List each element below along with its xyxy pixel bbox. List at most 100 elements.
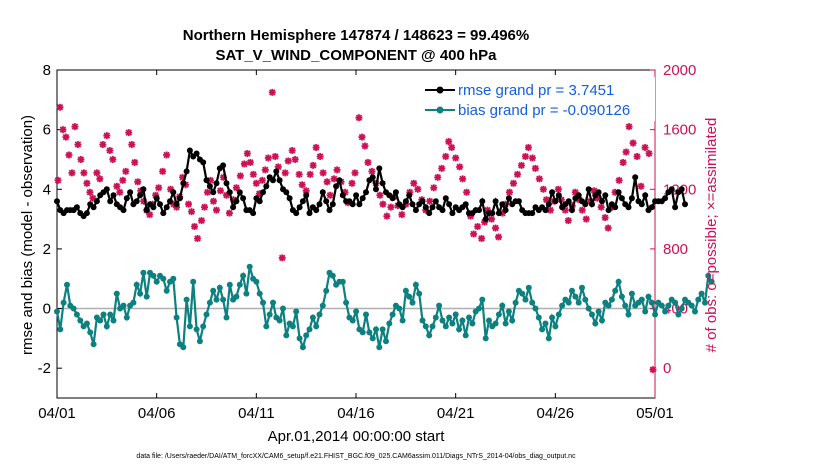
- obs-count-marker: [430, 184, 438, 192]
- rmse-data-point: [409, 201, 416, 208]
- legend-bias-label: bias grand pr = -0.090126: [458, 102, 630, 119]
- bias-data-point: [150, 272, 157, 279]
- rmse-data-point: [363, 189, 369, 196]
- obs-count-marker: [83, 179, 91, 187]
- rmse-data-point: [170, 189, 177, 196]
- rmse-data-point: [103, 186, 110, 193]
- obs-count-marker: [456, 163, 464, 171]
- rmse-data-point: [140, 186, 147, 193]
- bias-data-point: [575, 299, 582, 306]
- y-axis-right-label: # of obs: o=possible; ×=assimilated: [703, 118, 720, 353]
- bias-data-point: [439, 317, 446, 324]
- bias-data-point: [240, 272, 247, 279]
- obs-count-marker: [281, 169, 289, 177]
- bias-data-point: [532, 305, 539, 312]
- rmse-data-point: [73, 204, 80, 211]
- obs-count-marker: [478, 234, 486, 242]
- obs-count-marker: [163, 151, 171, 159]
- rmse-data-point: [323, 198, 330, 205]
- bias-data-point: [339, 278, 346, 285]
- obs-count-marker: [271, 152, 279, 160]
- obs-count-marker: [323, 178, 331, 186]
- obs-count-marker: [146, 211, 154, 219]
- rmse-data-point: [200, 159, 207, 166]
- bias-data-point: [353, 308, 360, 315]
- bias-data-point: [299, 344, 306, 351]
- rmse-data-point: [595, 189, 602, 196]
- rmse-data-point: [256, 198, 263, 205]
- obs-count-marker: [361, 142, 369, 150]
- bias-data-point: [549, 314, 556, 321]
- bias-data-point: [449, 320, 456, 327]
- obs-count-marker: [99, 141, 107, 149]
- rmse-data-point: [482, 216, 489, 223]
- rmse-data-point: [642, 192, 649, 199]
- obs-count-marker: [463, 188, 471, 196]
- bias-data-point: [120, 302, 127, 309]
- obs-count-marker: [434, 173, 442, 181]
- bias-data-point: [605, 302, 612, 309]
- rmse-data-point: [333, 183, 340, 190]
- bias-data-point: [406, 293, 413, 300]
- rmse-data-point: [615, 189, 622, 196]
- rmse-data-point: [110, 192, 117, 199]
- rmse-data-point: [502, 207, 509, 214]
- obs-count-marker: [201, 203, 209, 211]
- rmse-data-point: [286, 195, 293, 202]
- rmse-data-point: [210, 189, 217, 196]
- x-tick-label: 04/16: [337, 405, 375, 422]
- bias-data-point: [695, 296, 702, 303]
- obs-count-marker: [216, 187, 224, 195]
- obs-count-marker: [113, 182, 121, 190]
- rmse-data-point: [499, 201, 506, 208]
- bias-data-point: [416, 290, 423, 297]
- rmse-data-point: [153, 195, 160, 202]
- bias-data-point: [266, 311, 273, 318]
- bias-data-point: [519, 290, 526, 297]
- obs-count-marker: [438, 164, 446, 172]
- bias-data-point: [323, 287, 330, 294]
- bias-data-point: [206, 299, 213, 306]
- plot-frame: [56, 69, 656, 399]
- rmse-data-point: [127, 189, 134, 196]
- obs-count-marker: [74, 141, 82, 149]
- bias-data-point: [186, 323, 193, 330]
- rmse-data-point: [462, 201, 469, 208]
- bias-data-point: [625, 311, 632, 318]
- bias-data-point: [492, 320, 499, 327]
- rmse-data-point: [426, 210, 433, 217]
- obs-count-marker: [649, 366, 657, 374]
- obs-count-marker: [316, 152, 324, 160]
- bias-data-point: [289, 323, 296, 330]
- obs-count-marker: [513, 170, 521, 178]
- bias-data-point: [462, 332, 469, 339]
- obs-count-marker: [495, 233, 503, 241]
- x-tick-label: 04/01: [38, 405, 76, 422]
- rmse-data-point: [206, 183, 213, 190]
- obs-count-marker: [355, 114, 363, 122]
- rmse-data-point: [336, 177, 343, 184]
- bias-data-point: [276, 317, 283, 324]
- obs-count-marker: [348, 179, 356, 187]
- rmse-data-point: [150, 204, 157, 211]
- bias-data-point: [70, 305, 77, 312]
- obs-count-marker: [535, 175, 543, 183]
- bias-data-point: [589, 311, 595, 318]
- bias-data-point: [280, 305, 286, 312]
- obs-count-marker: [298, 181, 306, 189]
- legend-rmse-marker: [436, 86, 444, 94]
- bias-data-point: [505, 308, 512, 315]
- bias-data-point: [216, 284, 223, 291]
- rmse-data-point: [353, 192, 360, 199]
- rmse-data-point: [662, 195, 669, 202]
- rmse-data-point: [399, 204, 406, 211]
- bias-data-point: [220, 296, 227, 303]
- bias-data-point: [173, 314, 180, 321]
- obs-count-marker: [155, 184, 163, 192]
- bias-data-point: [522, 296, 529, 303]
- rmse-data-point: [439, 207, 446, 214]
- obs-count-marker: [225, 209, 233, 217]
- obs-count-marker: [601, 214, 609, 222]
- rmse-data-point: [137, 192, 144, 199]
